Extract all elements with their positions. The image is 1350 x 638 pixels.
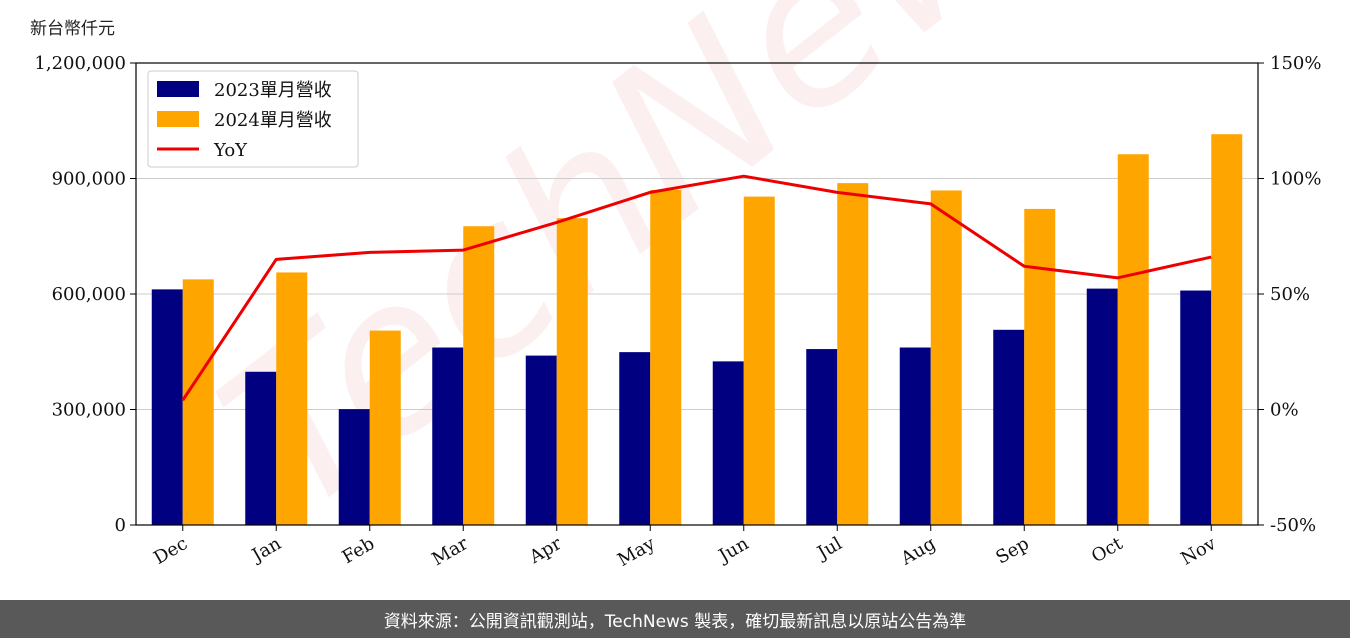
- bar-2024: [463, 226, 495, 526]
- bar-2023: [899, 347, 931, 525]
- bar-2024: [1211, 134, 1243, 525]
- x-tick-label: Jul: [812, 533, 846, 565]
- x-tick-label: May: [614, 533, 659, 571]
- bar-2024: [1117, 154, 1149, 525]
- bar-series: [151, 134, 1243, 526]
- y-left-tick-label: 300,000: [52, 400, 126, 421]
- y-left-tick-label: 0: [115, 515, 126, 536]
- x-tick-label: Aug: [897, 533, 940, 570]
- y-right-tick-label: 150%: [1270, 53, 1321, 74]
- y-axis-unit-label: 新台幣仟元: [30, 19, 115, 39]
- bar-2024: [743, 196, 775, 525]
- source-footer: 資料來源：公開資訊觀測站，TechNews 製表，確切最新訊息以原站公告為準: [0, 600, 1350, 638]
- x-tick-label: Jun: [714, 533, 753, 568]
- y-left-tick-label: 900,000: [52, 169, 126, 190]
- bar-2023: [993, 329, 1025, 525]
- bar-2023: [338, 409, 370, 525]
- bar-2023: [1086, 288, 1118, 525]
- revenue-chart: TechNews 0300,000600,000900,0001,200,000…: [34, 0, 1321, 571]
- bar-2024: [650, 190, 682, 526]
- yoy-line: [181, 174, 1212, 402]
- grid-lines: [136, 178, 1258, 410]
- yoy-line-series: [181, 174, 1212, 402]
- plot-frame: [135, 62, 1259, 526]
- x-tick-label: Apr: [525, 533, 565, 568]
- y-right-tick-label: 100%: [1270, 169, 1321, 190]
- x-tick-label: Dec: [150, 533, 191, 569]
- x-tick-label: Mar: [429, 533, 473, 570]
- y-right-tick-label: -50%: [1270, 515, 1316, 536]
- bar-2023: [151, 289, 183, 525]
- bar-2023: [712, 361, 744, 525]
- bar-2024: [276, 272, 308, 525]
- bar-2024: [369, 330, 401, 525]
- bar-2023: [432, 347, 464, 525]
- bar-2024: [837, 183, 869, 525]
- y-right-tick-label: 50%: [1270, 284, 1310, 305]
- bar-2023: [806, 349, 838, 525]
- bar-2024: [1024, 208, 1056, 526]
- x-tick-label: Sep: [992, 533, 1032, 568]
- legend-swatch: [157, 111, 199, 127]
- bar-2024: [182, 279, 214, 525]
- legend-label: YoY: [213, 140, 248, 161]
- legend-swatch: [157, 81, 199, 97]
- x-tick-label: Nov: [1177, 533, 1220, 570]
- bar-2023: [1180, 290, 1212, 525]
- legend-label: 2023單月營收: [214, 80, 332, 101]
- y-left-tick-label: 600,000: [52, 284, 126, 305]
- legend: 2023單月營收 2024單月營收 YoY: [147, 70, 359, 168]
- y-right-tick-label: 0%: [1270, 400, 1299, 421]
- bar-2023: [619, 352, 651, 525]
- source-footer-text: 資料來源：公開資訊觀測站，TechNews 製表，確切最新訊息以原站公告為準: [383, 611, 967, 632]
- x-tick-label: Jan: [247, 533, 285, 567]
- legend-box: [147, 70, 359, 168]
- x-tick-label: Oct: [1088, 533, 1127, 568]
- legend-label: 2024單月營收: [214, 110, 332, 131]
- bar-2024: [556, 218, 588, 525]
- bar-2024: [930, 190, 962, 525]
- bar-2023: [525, 355, 557, 525]
- y-left-tick-label: 1,200,000: [34, 53, 126, 74]
- bar-2023: [245, 371, 277, 525]
